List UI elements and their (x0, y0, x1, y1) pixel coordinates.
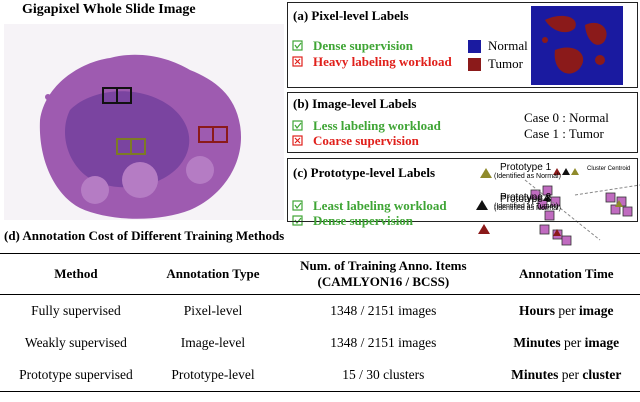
prototype-note: (Identified as Tumor) (494, 203, 559, 210)
cell: Minutes per cluster (492, 359, 640, 392)
cost-table: Method Annotation Type Num. of Training An… (0, 253, 640, 392)
time-part: image (584, 335, 620, 350)
legend-swatch (468, 58, 481, 71)
cell: Prototype supervised (0, 359, 152, 392)
legend-label: Normal (488, 38, 528, 53)
time-part: image (579, 303, 614, 318)
time-part: Minutes (511, 367, 559, 382)
panel-title: (b) Image-level Labels (293, 96, 417, 111)
header-cell: Annotation Type (151, 253, 275, 295)
cell: Fully supervised (31, 303, 121, 318)
pro: Less labeling workload (313, 118, 441, 133)
section-title: (d) Annotation Cost of Different Trainin… (4, 228, 285, 243)
tissue-lobe (81, 176, 109, 204)
header-cell: Num. of Training Anno. Items (CAMLYON16 /… (274, 253, 493, 295)
tissue-fragment (45, 94, 51, 100)
pixel-mask (531, 6, 623, 85)
prototype-name: Prototype 3 (500, 194, 552, 205)
header-line: (CAMLYON16 / BCSS) (317, 274, 450, 289)
legend-label: Tumor (488, 56, 523, 71)
tissue-lobe (186, 156, 214, 184)
table-row: Prototype supervised Prototype-level 15 / … (0, 359, 640, 392)
panel-title: (a) Pixel-level Labels (293, 8, 409, 23)
cell: 1348 / 2151 images (330, 303, 437, 318)
prototype-note: (Identified as Normal) (494, 205, 561, 212)
cell: Pixel-level (183, 303, 243, 318)
cell: 15 / 30 clusters (274, 359, 493, 392)
centroid-label: Cluster Centroid (587, 166, 631, 172)
slide-title: Gigapixel Whole Slide Image (22, 2, 196, 17)
pro: Dense supervision (313, 213, 414, 228)
prototype-name: Prototype 1 (500, 162, 552, 173)
time-part: per (561, 367, 580, 382)
panel-c: Prototype 3 (Identified as Normal) (287, 158, 638, 222)
pro: Least labeling workload (313, 198, 447, 213)
cell: 1348 / 2151 images (330, 335, 437, 350)
prototype-name: Prototype 2 (500, 192, 552, 203)
time-part: Hours (519, 303, 556, 318)
legend-swatch (468, 40, 481, 53)
header-row: Method Annotation Type Num. of Training An… (0, 253, 640, 295)
prototype-markers (476, 168, 640, 246)
pro: Dense supervision (313, 38, 414, 53)
time-part: cluster (582, 367, 622, 382)
time-part: per (564, 335, 582, 350)
con: Heavy labeling workload (313, 54, 452, 69)
prototype-note: (Identified as Normal) (494, 173, 561, 180)
table-row: Fully supervised Pixel-level 1348 / 2151 i… (0, 295, 640, 328)
header-line: Num. of Training Anno. Items (300, 258, 467, 273)
cell: Weakly supervised (24, 335, 127, 350)
case-label: Case 1 : Tumor (524, 126, 604, 141)
patch-boxes (102, 87, 228, 155)
time-part: per (558, 303, 576, 318)
cell: Prototype-level (151, 359, 275, 392)
time-part: Minutes (513, 335, 561, 350)
check-icons (292, 40, 303, 226)
con: Coarse supervision (313, 133, 419, 148)
case-label: Case 0 : Normal (524, 110, 609, 125)
header-cell: Annotation Time (492, 253, 640, 295)
cell: Image-level (180, 335, 246, 350)
tumor-regions (542, 15, 607, 74)
table-row: Weakly supervised Image-level 1348 / 2151 … (0, 327, 640, 359)
cell: Hours per image (493, 295, 640, 328)
panel-a (287, 2, 638, 88)
panel-b (287, 92, 638, 153)
tissue-lobe (122, 162, 158, 198)
panel-title: (c) Prototype-level Labels (293, 165, 435, 180)
cell: Minutes per image (493, 327, 640, 359)
header-cell: Method (0, 253, 152, 295)
